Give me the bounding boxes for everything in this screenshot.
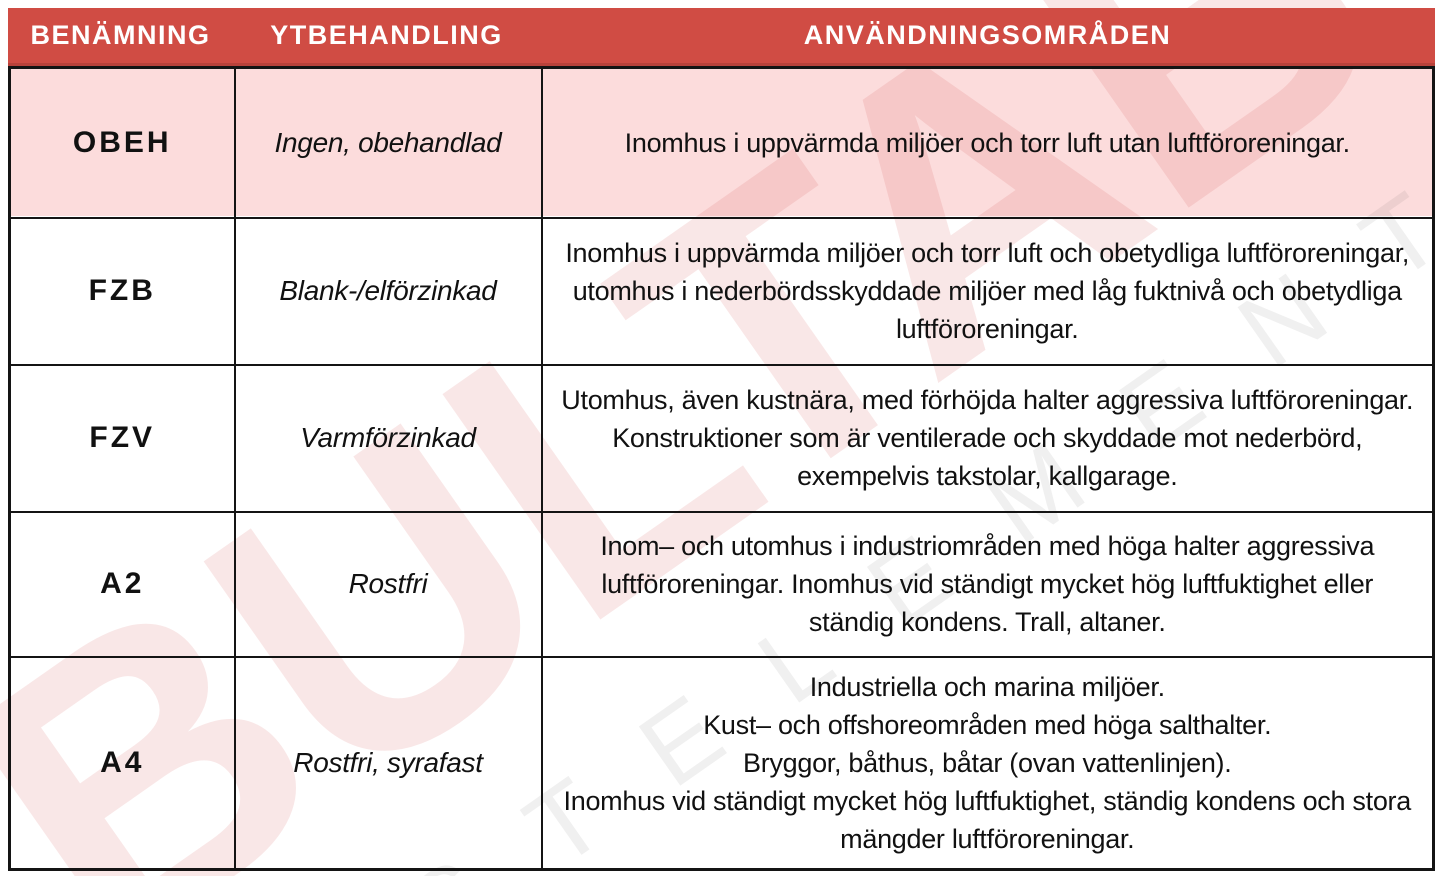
table-row-fzb: FZB Blank-/elförzinkad Inomhus i uppvärm… bbox=[8, 216, 1435, 366]
table-row-obeh: OBEH Ingen, obehandlad Inomhus i uppvärm… bbox=[8, 66, 1435, 219]
treatment-cell: Blank-/elförzinkad bbox=[233, 216, 543, 366]
table-row-a4: A4 Rostfri, syrafast Industriella och ma… bbox=[8, 655, 1435, 871]
column-header-anvandningsomraden: ANVÄNDNINGSOMRÅDEN bbox=[803, 20, 1172, 50]
table-header-bar: BENÄMNING YTBEHANDLING ANVÄNDNINGSOMRÅDE… bbox=[8, 8, 1435, 66]
surface-treatment-table: OBEH Ingen, obehandlad Inomhus i uppvärm… bbox=[8, 66, 1435, 871]
treatment-cell: Rostfri, syrafast bbox=[233, 655, 543, 871]
treatment-cell: Ingen, obehandlad bbox=[233, 66, 543, 219]
usage-cell: Industriella och marina miljöer. Kust– o… bbox=[540, 655, 1435, 871]
code-cell: A2 bbox=[8, 510, 236, 658]
treatment-cell: Varmförzinkad bbox=[233, 363, 543, 513]
table-row-fzv: FZV Varmförzinkad Utomhus, även kustnära… bbox=[8, 363, 1435, 513]
usage-cell: Inomhus i uppvärmda miljöer och torr luf… bbox=[540, 216, 1435, 366]
code-cell: FZB bbox=[8, 216, 236, 366]
table-row-a2: A2 Rostfri Inom– och utomhus i industrio… bbox=[8, 510, 1435, 658]
usage-cell: Inomhus i uppvärmda miljöer och torr luf… bbox=[540, 66, 1435, 219]
usage-cell: Utomhus, även kustnära, med förhöjda hal… bbox=[540, 363, 1435, 513]
code-cell: OBEH bbox=[8, 66, 236, 219]
treatment-cell: Rostfri bbox=[233, 510, 543, 658]
column-header-ytbehandling: YTBEHANDLING bbox=[270, 20, 503, 50]
code-cell: A4 bbox=[8, 655, 236, 871]
usage-cell: Inom– och utomhus i industriområden med … bbox=[540, 510, 1435, 658]
code-cell: FZV bbox=[8, 363, 236, 513]
column-header-benamning: BENÄMNING bbox=[30, 20, 211, 50]
